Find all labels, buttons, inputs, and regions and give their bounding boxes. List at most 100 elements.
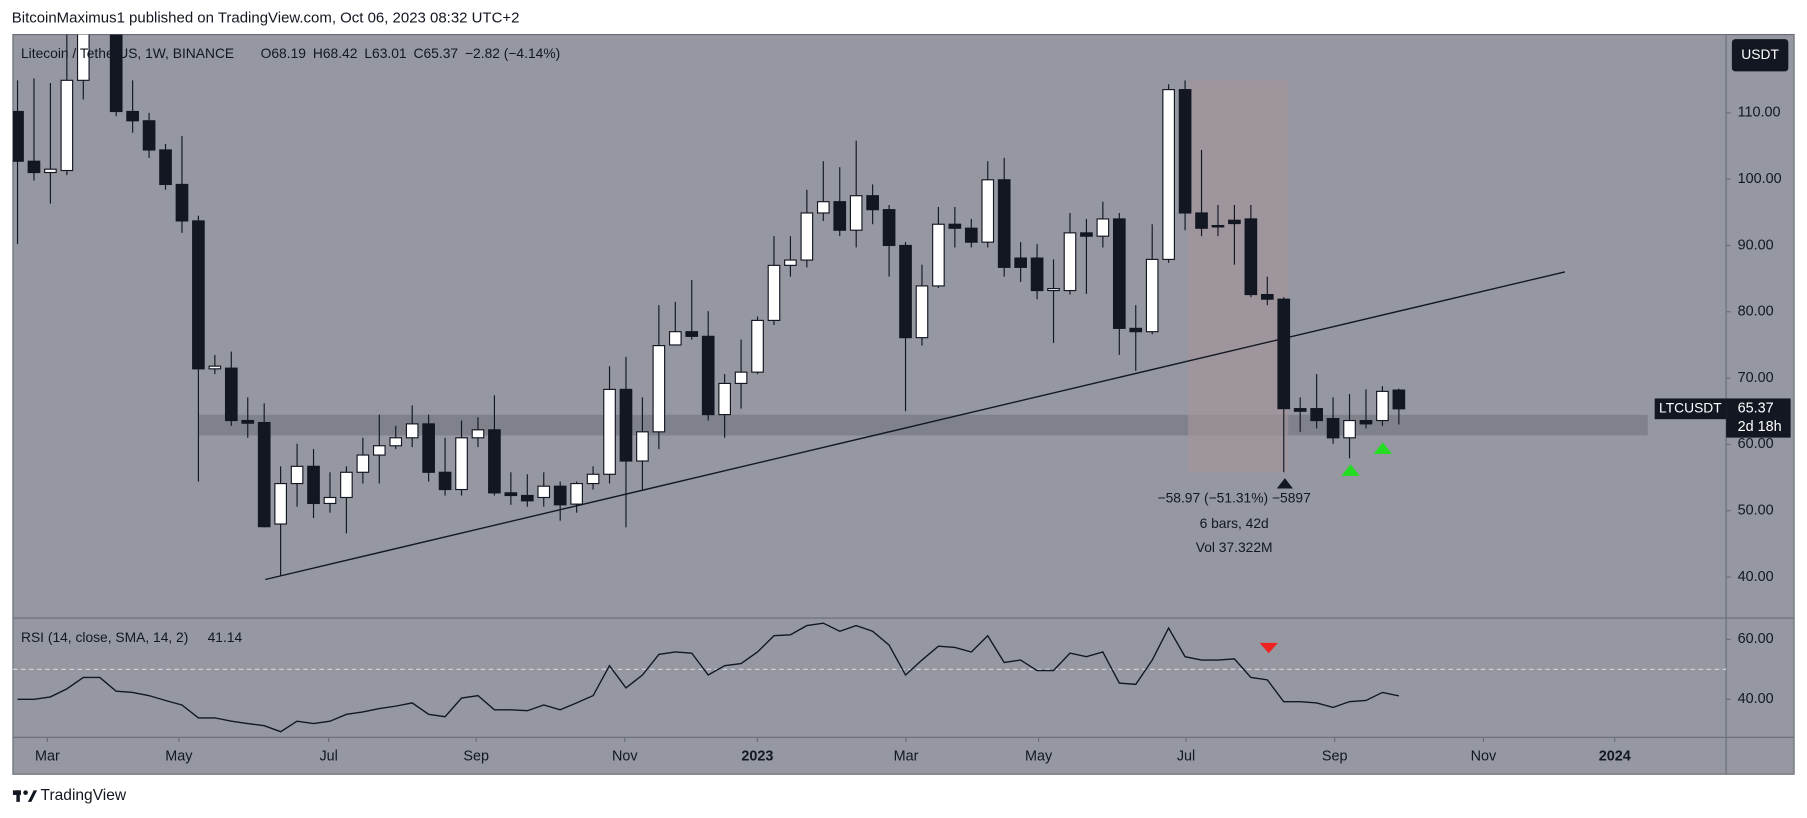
rsi-value: 41.14 — [208, 629, 243, 645]
y-tick-label: 80.00 — [1738, 304, 1774, 320]
last-price-symbol-box — [1654, 398, 1727, 420]
candle-body — [438, 471, 452, 491]
last-price-symbol: LTCUSDT — [1659, 399, 1722, 415]
currency-button[interactable] — [1731, 39, 1789, 72]
trend-line — [265, 271, 1565, 581]
ohlc-value: 63.01 — [372, 45, 407, 61]
y-tick-label: 60.00 — [1738, 436, 1774, 452]
candle-body — [340, 471, 353, 499]
legend: Litecoin / TetherUS, 1W, BINANCE O68.19 H… — [21, 45, 560, 645]
candle-body — [1228, 219, 1241, 225]
candle-body — [488, 429, 501, 494]
candle-body — [60, 79, 74, 172]
change: −2.82 (−4.14%) — [465, 45, 560, 61]
candle-body — [816, 201, 830, 214]
candle-body — [537, 485, 551, 499]
candle-body — [175, 183, 189, 222]
x-tick-label: Mar — [894, 749, 919, 765]
candle-body — [701, 335, 715, 416]
candle-body — [307, 465, 320, 505]
rsi-pane — [12, 622, 1727, 733]
candle-body — [1063, 232, 1077, 292]
y-tick-label: 110.00 — [1738, 105, 1781, 121]
candle-body — [372, 445, 386, 456]
candle-body — [570, 482, 583, 505]
candle-body — [767, 264, 781, 321]
candle-body — [208, 365, 222, 370]
candle-body — [455, 437, 468, 491]
ohlc-legend: O68.19 H68.42 L63.01 C65.37 −2.82 (−4.14%) — [261, 45, 561, 61]
candle-body — [586, 473, 600, 485]
candle-body — [932, 223, 945, 287]
ohlc-letter: C — [414, 45, 424, 61]
green-arrow — [1373, 442, 1392, 454]
candle-body — [192, 220, 205, 370]
candle-body — [833, 201, 847, 231]
candle-body — [76, 34, 90, 81]
candle-body — [915, 285, 929, 339]
candle-body — [27, 160, 41, 174]
candle-body — [619, 388, 633, 462]
candle-body — [356, 454, 370, 473]
measure-label: 6 bars, 42d — [1200, 515, 1269, 531]
candle-body — [948, 223, 962, 229]
y-tick-label: 90.00 — [1738, 237, 1774, 253]
x-tick-label: Nov — [612, 749, 638, 765]
candle-body — [882, 209, 896, 247]
last-price: 65.37 — [1738, 401, 1774, 417]
candle-body — [224, 367, 238, 422]
x-tick-label: Sep — [1322, 749, 1348, 765]
candle-body — [1260, 293, 1274, 300]
candle-body — [997, 179, 1011, 268]
candle-body — [1326, 417, 1340, 439]
candle-body — [1047, 287, 1060, 292]
candle-body — [1145, 258, 1159, 333]
measure-arrow — [1276, 478, 1293, 489]
green-arrow — [1341, 464, 1360, 476]
candle-body — [142, 120, 156, 151]
price-pane — [12, 34, 1648, 581]
candle-body — [1359, 419, 1373, 425]
candle-body — [751, 319, 764, 373]
publisher-line: BitcoinMaximus1 published on TradingView… — [12, 9, 520, 26]
candle-body — [323, 496, 337, 505]
candle-body — [652, 345, 666, 433]
candle-body — [109, 34, 123, 113]
candle-body — [1096, 218, 1110, 237]
candle-body — [866, 195, 879, 211]
x-tick-label: Nov — [1471, 749, 1497, 765]
candle-body — [1343, 419, 1356, 439]
candle-body — [159, 149, 172, 186]
candle-body — [636, 431, 649, 462]
candle-body — [553, 485, 567, 506]
ohlc-value: 68.19 — [271, 45, 306, 61]
candle-body — [405, 423, 419, 439]
candle-body — [718, 382, 731, 416]
x-tick-label: Jul — [1177, 749, 1195, 765]
candle-body — [734, 371, 748, 384]
rsi-tick-label: 40.00 — [1738, 691, 1774, 707]
candle-body — [1293, 408, 1307, 412]
ohlc-value: 68.42 — [323, 45, 358, 61]
chart-frame — [12, 33, 1795, 775]
candle-body — [784, 259, 797, 266]
candle-body — [290, 465, 304, 485]
candle-body — [520, 494, 534, 502]
ohlc-letter: H — [313, 45, 323, 61]
candle-body — [257, 421, 271, 528]
ohlc-letter: O — [261, 45, 272, 61]
candle-body — [1277, 298, 1291, 410]
candle-body — [471, 429, 485, 439]
symbol: Litecoin / TetherUS, 1W, BINANCE — [21, 45, 234, 61]
y-tick-label: 50.00 — [1738, 503, 1774, 519]
candle-body — [422, 423, 435, 473]
candle-body — [1195, 212, 1208, 229]
logo-mark — [23, 790, 28, 795]
measure-label: Vol 37.322M — [1196, 539, 1273, 555]
measure-labels: −58.97 (−51.31%) −5897 6 bars, 42d Vol 3… — [1158, 490, 1311, 556]
candle-body — [849, 195, 863, 231]
y-tick-label: 40.00 — [1738, 569, 1774, 585]
currency[interactable]: USDT — [1741, 46, 1779, 62]
candle-body — [1129, 327, 1143, 333]
